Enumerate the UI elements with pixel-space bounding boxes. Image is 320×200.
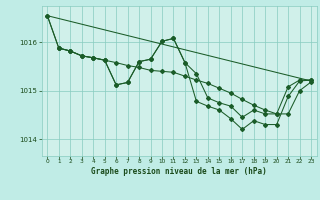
- X-axis label: Graphe pression niveau de la mer (hPa): Graphe pression niveau de la mer (hPa): [91, 167, 267, 176]
